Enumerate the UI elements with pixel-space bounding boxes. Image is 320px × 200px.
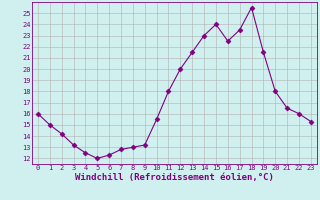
X-axis label: Windchill (Refroidissement éolien,°C): Windchill (Refroidissement éolien,°C) xyxy=(75,173,274,182)
